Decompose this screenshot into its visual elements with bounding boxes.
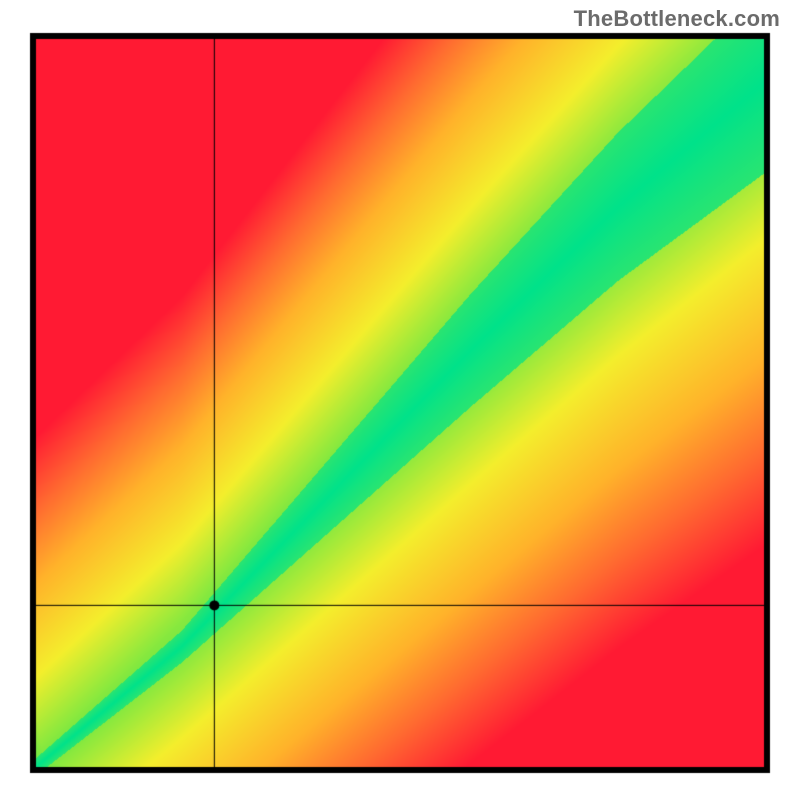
bottleneck-heatmap — [0, 0, 800, 800]
watermark-text: TheBottleneck.com — [574, 6, 780, 32]
chart-stage: TheBottleneck.com — [0, 0, 800, 800]
